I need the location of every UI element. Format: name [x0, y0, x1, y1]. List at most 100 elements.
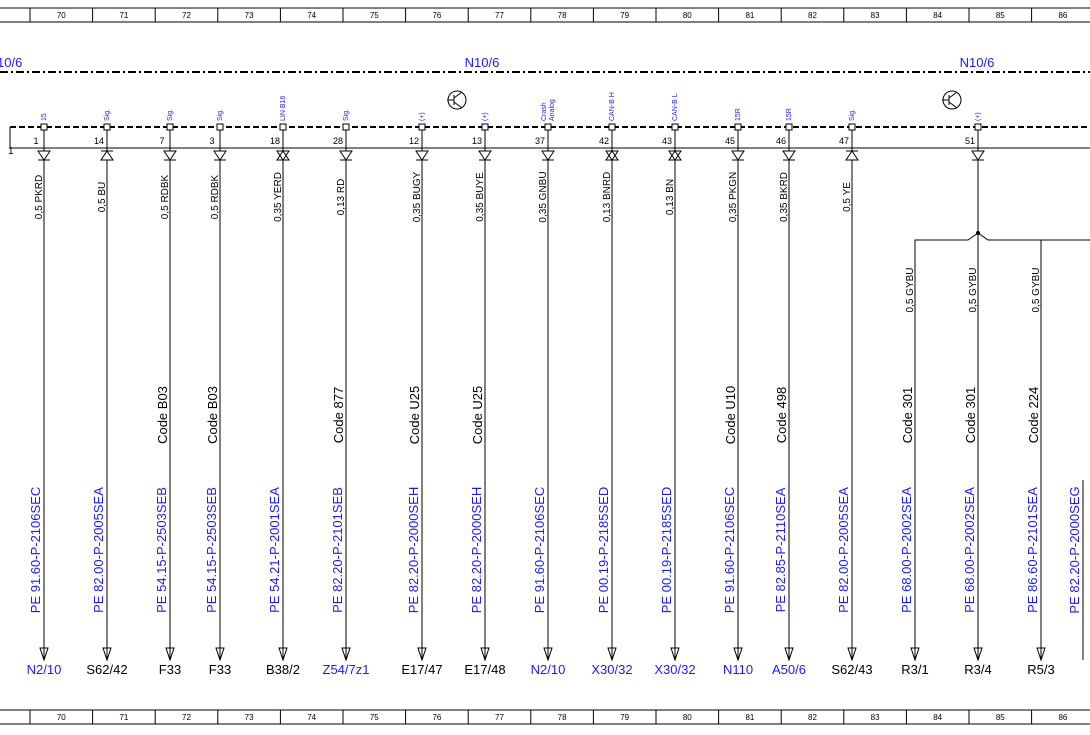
ruler-label: 83 — [871, 713, 880, 722]
pin-contact — [974, 123, 982, 131]
reference[interactable]: PE 82.20-P-2000SEG — [1067, 486, 1082, 613]
destination: R3/1 — [901, 662, 928, 677]
wire-label: 0,35 BUGY — [412, 171, 423, 222]
reference[interactable]: PE 91.60-P-2106SEC — [722, 487, 737, 613]
signal-label: 15 — [41, 113, 48, 121]
reference[interactable]: PE 00.19-P-2185SED — [596, 487, 611, 613]
reference[interactable]: PE 86.60-P-2101SEA — [1025, 487, 1040, 613]
ruler-label: 81 — [745, 713, 754, 722]
pin-number: 7 — [159, 136, 164, 146]
signal-label: 15R — [786, 108, 793, 121]
pin-contact — [785, 123, 793, 131]
destination[interactable]: N2/10 — [531, 662, 566, 677]
arrow-head — [910, 647, 920, 662]
ruler-label: 76 — [432, 11, 441, 20]
ruler-label: 82 — [808, 713, 817, 722]
destination: E17/48 — [464, 662, 505, 677]
pin-number: 14 — [94, 136, 104, 146]
reference[interactable]: PE 91.60-P-2106SEC — [28, 487, 43, 613]
wire-label: 0,5 GYBU — [1031, 267, 1042, 312]
pin-contact — [481, 123, 489, 131]
ruler-label: 77 — [495, 11, 504, 20]
code-label: Code 301 — [900, 387, 915, 443]
ruler-label: 83 — [871, 11, 880, 20]
destination[interactable]: A50/6 — [772, 662, 806, 677]
destination[interactable]: N110 — [723, 662, 753, 677]
pin-number: 37 — [535, 136, 545, 146]
arrow-head — [278, 647, 288, 662]
arrow-head — [341, 647, 351, 662]
pin-number: 12 — [409, 136, 419, 146]
ruler-label: 72 — [182, 11, 191, 20]
ruler-label: 82 — [808, 11, 817, 20]
destination[interactable]: X30/32 — [654, 662, 695, 677]
ruler-label: 71 — [119, 11, 128, 20]
destination[interactable]: N2/10 — [27, 662, 62, 677]
wire-label: 0,35 BUYE — [475, 172, 486, 222]
destination: S62/43 — [831, 662, 872, 677]
arrow-head — [39, 647, 49, 662]
ruler-label: 86 — [1058, 713, 1067, 722]
reference[interactable]: PE 54.21-P-2001SEA — [267, 487, 282, 613]
pin-number: 3 — [209, 136, 214, 146]
connector-row: 1 — [8, 146, 14, 157]
ruler-label: 78 — [558, 11, 567, 20]
reference[interactable]: PE 54.15-P-2503SEB — [204, 487, 219, 613]
reference[interactable]: PE 82.20-P-2000SEH — [469, 487, 484, 613]
module-label: N10/6 — [465, 55, 500, 70]
reference[interactable]: PE 82.85-P-2110SEA — [773, 487, 788, 612]
code-label: Code U10 — [723, 386, 738, 445]
module-label: N10/6 — [0, 55, 22, 70]
code-label: Code U25 — [407, 386, 422, 445]
ruler-label: 73 — [245, 713, 254, 722]
reference[interactable]: PE 54.15-P-2503SEB — [154, 487, 169, 613]
pin-number: 45 — [725, 136, 735, 146]
ruler-label: 75 — [370, 11, 379, 20]
signal-label: Sig. — [217, 109, 224, 121]
reference[interactable]: PE 82.20-P-2101SEB — [330, 487, 345, 613]
reference[interactable]: PE 00.19-P-2185SED — [659, 487, 674, 613]
signal-label: Sig. — [849, 109, 856, 121]
pin-contact — [848, 123, 856, 131]
signal-label: Sig. — [104, 109, 111, 121]
pin-number: 1 — [33, 136, 38, 146]
code-label: Code 224 — [1026, 387, 1041, 443]
signal-label: (+) — [975, 112, 982, 121]
signal-label: Crash — [541, 102, 548, 121]
transistor-symbol — [942, 90, 962, 110]
signal-label: (+) — [419, 112, 426, 121]
wire-label: 0,5 YE — [842, 182, 853, 212]
wire-label: 0,13 RD — [336, 179, 347, 216]
destination: E17/47 — [401, 662, 442, 677]
pin-contact — [166, 123, 174, 131]
arrow-head — [1036, 647, 1046, 662]
wire-label: 0,5 RDBK — [160, 174, 171, 219]
code-label: Code 877 — [331, 387, 346, 443]
destination[interactable]: Z54/7z1 — [323, 662, 370, 677]
wire-label: 0,5 RDBK — [210, 174, 221, 219]
reference[interactable]: PE 91.60-P-2106SEC — [532, 487, 547, 613]
pin-contact — [40, 123, 48, 131]
reference[interactable]: PE 82.00-P-2005SEA — [91, 487, 106, 613]
reference[interactable]: PE 82.00-P-2005SEA — [836, 487, 851, 613]
pin-contact — [544, 123, 552, 131]
arrow-head — [607, 647, 617, 662]
pin-number: 28 — [333, 136, 343, 146]
arrow-head — [973, 647, 983, 662]
destination: B38/2 — [266, 662, 300, 677]
arrow-head — [165, 647, 175, 662]
arrow-head — [215, 647, 225, 662]
arrow-head — [543, 647, 553, 662]
destination[interactable]: X30/32 — [591, 662, 632, 677]
reference[interactable]: PE 68.00-P-2002SEA — [962, 487, 977, 613]
arrow-head — [102, 647, 112, 662]
reference[interactable]: PE 82.20-P-2000SEH — [406, 487, 421, 613]
reference[interactable]: PE 68.00-P-2002SEA — [899, 487, 914, 613]
wire-label: 0,35 GNBU — [538, 171, 549, 222]
pin-contact — [734, 123, 742, 131]
arrow-head — [480, 647, 490, 662]
module-label: N10/6 — [960, 55, 995, 70]
ruler-label: 80 — [683, 11, 692, 20]
